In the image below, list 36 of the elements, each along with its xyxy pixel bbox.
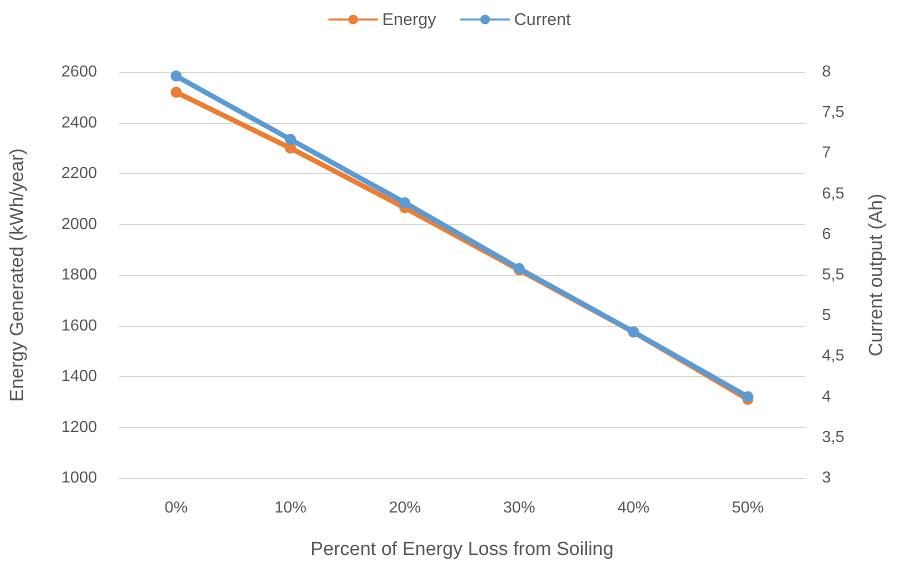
x-tick-label: 10% <box>274 500 307 516</box>
y-tick-label: 2600 <box>61 64 98 80</box>
y-tick-label: 2000 <box>61 216 98 233</box>
y2-axis-title: Current output (Ah) <box>866 194 887 356</box>
y-tick-label: 2400 <box>61 114 98 132</box>
y-tick-label: 1800 <box>61 266 98 284</box>
point <box>170 86 182 98</box>
point <box>742 391 754 402</box>
x-tick-label: 50% <box>732 500 764 516</box>
y2-tick-label: 5 <box>822 307 831 324</box>
y2-tick-label: 5,5 <box>822 266 844 284</box>
y2-tick-label: 6 <box>822 226 831 243</box>
y-tick-label: 1200 <box>61 418 98 436</box>
y2-tick-label: 3 <box>822 470 831 486</box>
y2-tick-label: 7,5 <box>822 104 844 122</box>
y2-tick-label: 4,5 <box>822 348 844 365</box>
y-axis-title: Energy Generated (kWh/year) <box>7 148 28 402</box>
x-axis-title: Percent of Energy Loss from Soiling <box>310 539 614 560</box>
y2-tick-label: 8 <box>822 64 831 80</box>
point <box>170 70 182 82</box>
y-tick-label: 1000 <box>61 470 98 486</box>
x-tick-label: 40% <box>617 500 650 516</box>
legend-label: Current <box>514 10 572 29</box>
x-tick-label: 0% <box>164 500 188 516</box>
y-tick-label: 1600 <box>61 317 98 334</box>
point <box>285 134 296 145</box>
y-tick-label: 1400 <box>61 368 98 385</box>
y2-tick-label: 6,5 <box>822 185 844 202</box>
x-tick-label: 20% <box>388 500 421 516</box>
y2-tick-label: 3,5 <box>822 428 844 446</box>
x-tick-label: 30% <box>503 500 536 516</box>
y2-tick-label: 4 <box>822 388 831 406</box>
y-tick-label: 2200 <box>61 165 98 182</box>
y2-tick-label: 7 <box>822 144 831 162</box>
legend-label: Energy <box>382 10 437 29</box>
point <box>399 197 410 208</box>
